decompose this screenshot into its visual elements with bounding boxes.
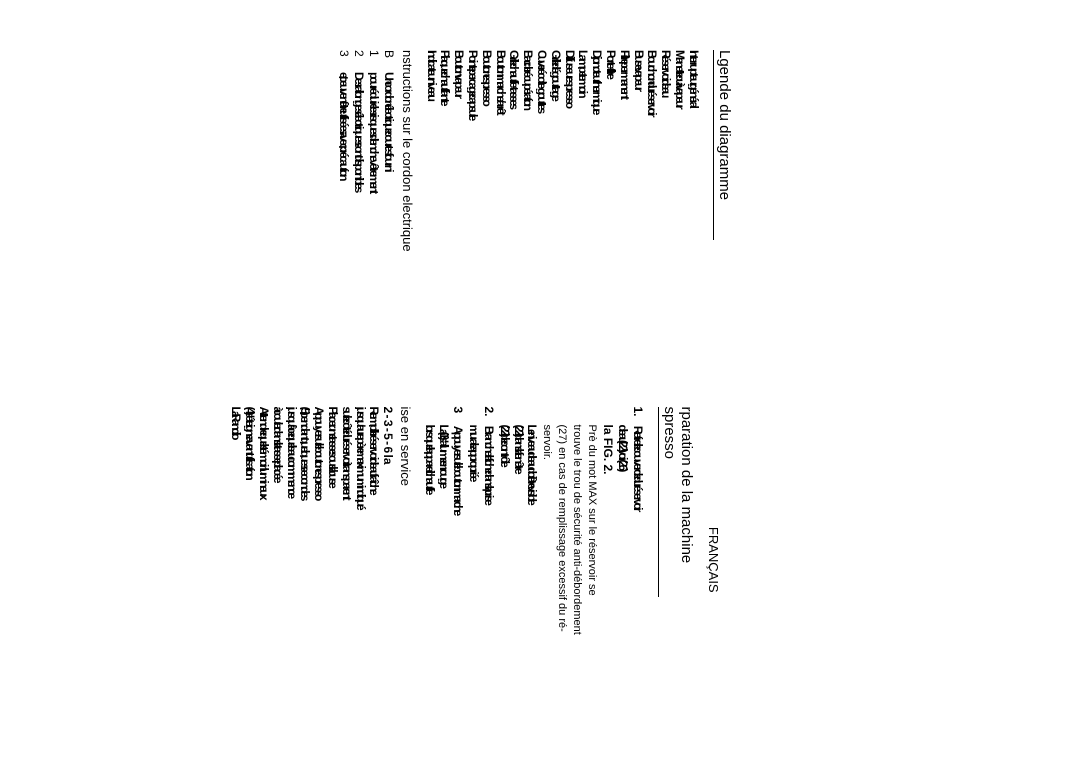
instr-text: pour réduire les risques d'enchevêtremen… [368,72,379,357]
legend-item: Filtre permanent [619,50,630,357]
prep-title-2: spresso [661,407,678,714]
legend-item: Dijoncteur thermique [591,50,602,357]
legend-item: Lampe temoin [578,50,589,357]
mise-line: (5) pendant quelques secondes [300,407,311,714]
language-label: FRANÇAIS [705,407,720,714]
instr-num: 1 [366,50,380,72]
fig-ref-2: 2 - 3 - 5 - 6 la [382,407,393,714]
plain-line: (27) en cas de remplissage excessif du r… [555,425,568,714]
instr-text: et peuvent être utilisées avec précautio… [339,72,350,357]
legend-item: Porte-filtre [605,50,616,357]
instructions-title: nstructions sur le cordon electrique [399,50,414,357]
plain-line: servoir. [539,425,552,714]
instr-num: 2 [351,50,365,72]
legend-item: Interrupteur général [688,50,699,357]
legend-item: Réservoir d'eau [660,50,671,357]
fig-ref: la FIG. 2. [600,425,614,714]
legend-item: Bouchon du réservoir [647,50,658,357]
instr-row: 1 pour réduire les risques d'enchevêtrem… [365,50,380,357]
step-2: 2. Brancher la fiche dans la prise [481,407,495,714]
legend-item: Bac de récupération [522,50,533,357]
step-num: 3 [451,407,465,423]
step-text: Brancher la fiche dans la prise [482,426,496,503]
prep-title-1: rparation de la machine [678,407,695,714]
legend-item: Bouton marche/arrêt [495,50,506,357]
step-text: Retirer le couvercle du réservoir [631,426,645,510]
legend-item: Diffuseur espresso [564,50,575,357]
title-rule [713,50,714,240]
plain-line: Prè du mot MAX sur le réservoir se [585,425,598,714]
mise-line: Remplir le réservoir d'eau fraîche [369,407,380,714]
legend-item: Bouton vapeur [453,50,464,357]
legend-title: Lgende du diagramme [716,50,733,357]
legend-item: Cuve récolte-gouttes [536,50,547,357]
step-text: Appuyer sur le bouton marche [451,426,465,514]
mise-line: Appuyer sur le bouton espresso [313,407,324,714]
instr-row: B Un cordon électrique court est fourni [380,50,395,357]
after-line: (22) de contrôle [499,425,510,714]
after-line: (22) dans la fenêtre [513,425,524,714]
instr-text: Des rallonges électriques sont disponibl… [353,72,364,357]
legend-item: Grille chauffe-tasses [509,50,520,357]
page-rotated: Lgende du diagramme Interrupteur général… [0,0,763,763]
after-line: Le niveau d'eau doit être visible [527,425,538,714]
legend-item: Buse vapeur [633,50,644,357]
legend-item: Pointe percage capsule [467,50,478,357]
instr-num: 3 [337,50,351,72]
mise-line: à couler dans la tasse placée [272,407,283,714]
step-num: 2. [481,407,495,423]
step-text: murale appropriée [468,425,479,714]
instr-text: Un cordon électrique court est fourni [383,72,394,357]
mise-line: jusqu'à ce que l'eau commence [286,407,297,714]
legend-item: Plaque chauffante [440,50,451,357]
plain-line: trouve le trou de sécurité anti-débordem… [570,425,583,714]
step-text: d'eau (22) voir (26) [617,425,628,714]
mise-title: ise en service [397,407,412,714]
step-num: 1. [630,407,644,423]
columns: Lgende du diagramme Interrupteur général… [228,50,733,713]
right-column: FRANÇAIS rparation de la machine spresso… [228,407,733,714]
mise-line: jusqu'au repère maximum indiqué [355,407,366,714]
step-text: lorsque l'appareil chauffe [424,425,435,714]
brand-line: La Rancilio [231,407,242,714]
step-3: 3 Appuyer sur le bouton marche [451,407,465,714]
mise-line: Placer une tasse sous la buse [327,407,338,714]
legend-item: Bouton espresso [481,50,492,357]
step-text: La (1) s'allume en rouge [438,425,449,714]
mise-line: Attendre que le témoin lumineux [258,407,269,714]
left-column: Lgende du diagramme Interrupteur général… [228,50,733,357]
mise-line: sur le côté du réservoir transparent [341,407,352,714]
instr-row: 3 et peuvent être utilisées avec précaut… [336,50,351,357]
mise-line: (4) s'éteigne avant utilisation [244,407,255,714]
title-rule-2 [658,407,659,597]
legend-item: Grille d'égouttage [550,50,561,357]
step-1: 1. Retirer le couvercle du réservoir [630,407,644,714]
instr-row: 2 Des rallonges électriques sont disponi… [350,50,365,357]
instr-num: B [381,50,395,72]
legend-item: Indicateur niveau [426,50,437,357]
legend-item: Manette ou à vapeur [674,50,685,357]
